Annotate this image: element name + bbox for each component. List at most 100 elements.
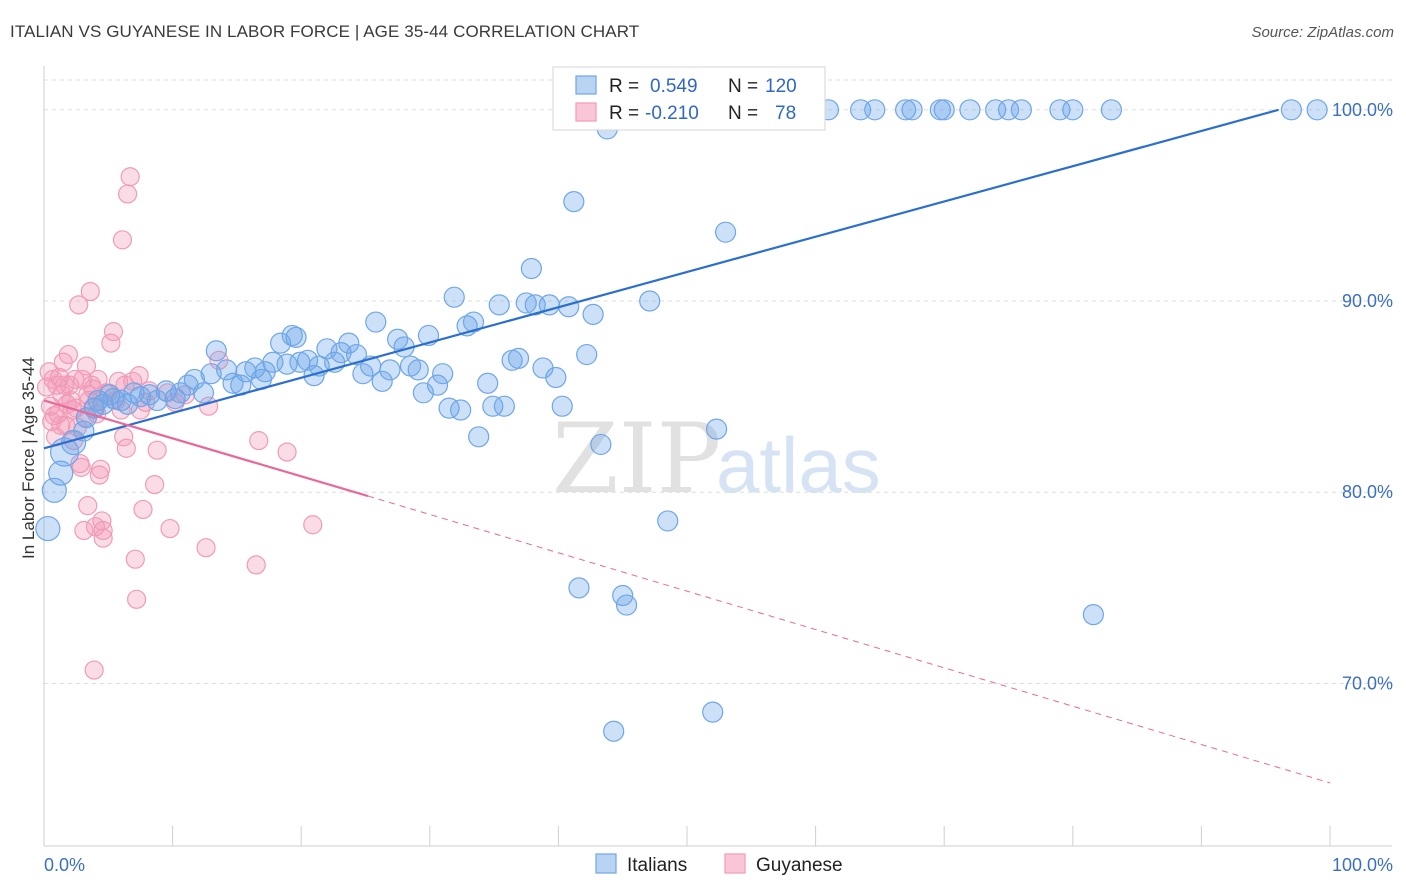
guyanese-point (93, 520, 113, 541)
watermark-zip: ZIP (552, 403, 721, 515)
bottom-swatch-italians (595, 853, 617, 874)
legend-swatch-guyanese (575, 102, 597, 122)
italians-point (959, 99, 981, 121)
source-label: Source: ZipAtlas.com (1251, 24, 1394, 41)
legend-r-label-1: R = (609, 76, 639, 97)
italians-point (338, 332, 360, 354)
italians-point (462, 311, 485, 333)
guyanese-point (90, 459, 111, 479)
italians-point (468, 426, 490, 448)
italians-trend-line (43, 108, 1279, 450)
guyanese-point (133, 499, 153, 520)
bottom-swatch-guyanese (724, 853, 746, 874)
guyanese-point (92, 511, 112, 531)
y-tick-label-2: 90.0% (1342, 291, 1393, 311)
italians-point (551, 395, 573, 417)
guyanese-point (74, 520, 94, 541)
guyanese-point (76, 356, 97, 376)
legend-r-value-1: 0.549 (650, 76, 698, 97)
italians-point (123, 382, 145, 404)
y-tick-label-1: 80.0% (1342, 482, 1393, 502)
italians-point (515, 292, 537, 314)
italians-point (365, 311, 387, 333)
italians-point (102, 387, 125, 410)
italians-point (48, 460, 74, 486)
italians-point (407, 359, 429, 381)
guyanese-point (125, 549, 145, 569)
guyanese-point (69, 295, 89, 315)
guyanese-point (116, 438, 136, 458)
guyanese-point (114, 427, 134, 447)
italians-point (169, 382, 191, 404)
italians-point (477, 372, 499, 394)
guyanese-point (93, 528, 113, 548)
guyanese-point (71, 457, 91, 477)
italians-point (488, 294, 510, 316)
italians-point (129, 386, 152, 408)
guyanese-point (144, 474, 165, 495)
guyanese-point (103, 322, 124, 342)
x-tick-label-1: 100.0% (1332, 855, 1393, 875)
x-tick-label-0: 0.0% (44, 855, 85, 875)
legend-box: R = 0.549 N = 120 R = -0.210 N = 78 (552, 66, 826, 131)
guyanese-point (65, 369, 85, 390)
italians-point (507, 347, 530, 369)
y-tick-label-3: 100.0% (1332, 100, 1393, 120)
italians-point (639, 290, 661, 312)
italians-point (901, 99, 923, 121)
italians-point (450, 399, 472, 421)
guyanese-point (196, 538, 216, 558)
italians-point (285, 326, 307, 348)
guyanese-point (246, 555, 266, 575)
bottom-label-italians: Italians (627, 855, 687, 876)
italians-point (177, 374, 199, 396)
italians-point (35, 515, 61, 542)
italians-point (205, 340, 227, 362)
italians-point (582, 303, 604, 326)
guyanese-point (277, 442, 297, 462)
guyanese-point (129, 366, 149, 386)
italians-point (705, 418, 728, 440)
axes (43, 66, 1392, 847)
legend-r-label-2: R = (609, 103, 639, 124)
italians-point (714, 221, 737, 243)
italians-point (1280, 99, 1303, 121)
italians-point (864, 99, 886, 121)
italians-point (603, 720, 625, 742)
y-axis-label: In Labor Force | Age 35-44 (19, 357, 38, 559)
guyanese-trend-line (43, 399, 369, 498)
watermark-atlas: atlas (716, 421, 881, 509)
bottom-legend: Italians Guyanese (595, 853, 843, 876)
guyanese-point (160, 518, 180, 539)
italians-point (41, 477, 67, 503)
legend-swatch-italians (575, 75, 597, 95)
tick-labels: 70.0% 80.0% 90.0% 100.0% 0.0% 100.0% (44, 100, 1393, 875)
italians-point (432, 363, 454, 385)
legend-r-value-2: -0.210 (645, 103, 699, 124)
trend-lines (43, 108, 1331, 784)
italians-point (316, 338, 338, 360)
italians-point (895, 99, 917, 121)
italians-point (657, 510, 679, 532)
italians-point (520, 257, 542, 280)
guyanese-point (78, 496, 98, 516)
italians-point (563, 190, 585, 213)
bottom-label-guyanese: Guyanese (756, 855, 843, 876)
italians-point (568, 577, 590, 599)
guyanese-point (112, 230, 133, 250)
guyanese-trend-extension (367, 495, 1331, 784)
italians-point (281, 324, 303, 347)
italians-point (576, 343, 598, 366)
guyanese-points (36, 167, 323, 680)
guyanese-point (89, 465, 109, 485)
y-tick-label-0: 70.0% (1342, 673, 1393, 693)
italians-point (98, 384, 121, 406)
chart-title: ITALIAN VS GUYANESE IN LABOR FORCE | AGE… (10, 22, 640, 41)
legend-n-value-2: 78 (775, 103, 796, 124)
italians-point (615, 594, 638, 616)
italians-point (1049, 99, 1071, 121)
guyanese-point (101, 333, 121, 353)
legend-n-value-1: 120 (765, 76, 797, 97)
italians-point (1306, 99, 1328, 121)
